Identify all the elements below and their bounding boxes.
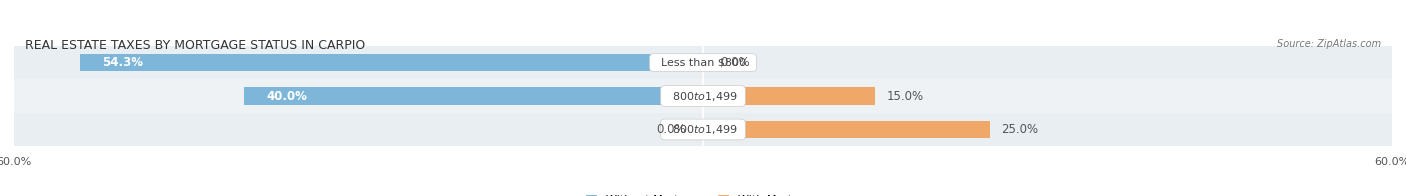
Legend: Without Mortgage, With Mortgage: Without Mortgage, With Mortgage: [582, 191, 824, 196]
Text: $800 to $1,499: $800 to $1,499: [665, 123, 741, 136]
Bar: [14, 113, 1392, 146]
Text: 54.3%: 54.3%: [103, 56, 143, 69]
Text: REAL ESTATE TAXES BY MORTGAGE STATUS IN CARPIO: REAL ESTATE TAXES BY MORTGAGE STATUS IN …: [25, 39, 366, 52]
Text: Less than $800: Less than $800: [654, 58, 752, 68]
Text: 40.0%: 40.0%: [267, 90, 308, 103]
Bar: [14, 46, 1392, 79]
Text: 0.0%: 0.0%: [657, 123, 686, 136]
Bar: [80, 54, 703, 71]
Bar: [703, 87, 875, 105]
Bar: [14, 79, 1392, 113]
Bar: [243, 87, 703, 105]
Text: $800 to $1,499: $800 to $1,499: [665, 90, 741, 103]
Text: 0.0%: 0.0%: [720, 56, 749, 69]
Text: 25.0%: 25.0%: [1001, 123, 1039, 136]
Text: Source: ZipAtlas.com: Source: ZipAtlas.com: [1277, 39, 1381, 49]
Bar: [703, 121, 990, 138]
Text: 15.0%: 15.0%: [887, 90, 924, 103]
